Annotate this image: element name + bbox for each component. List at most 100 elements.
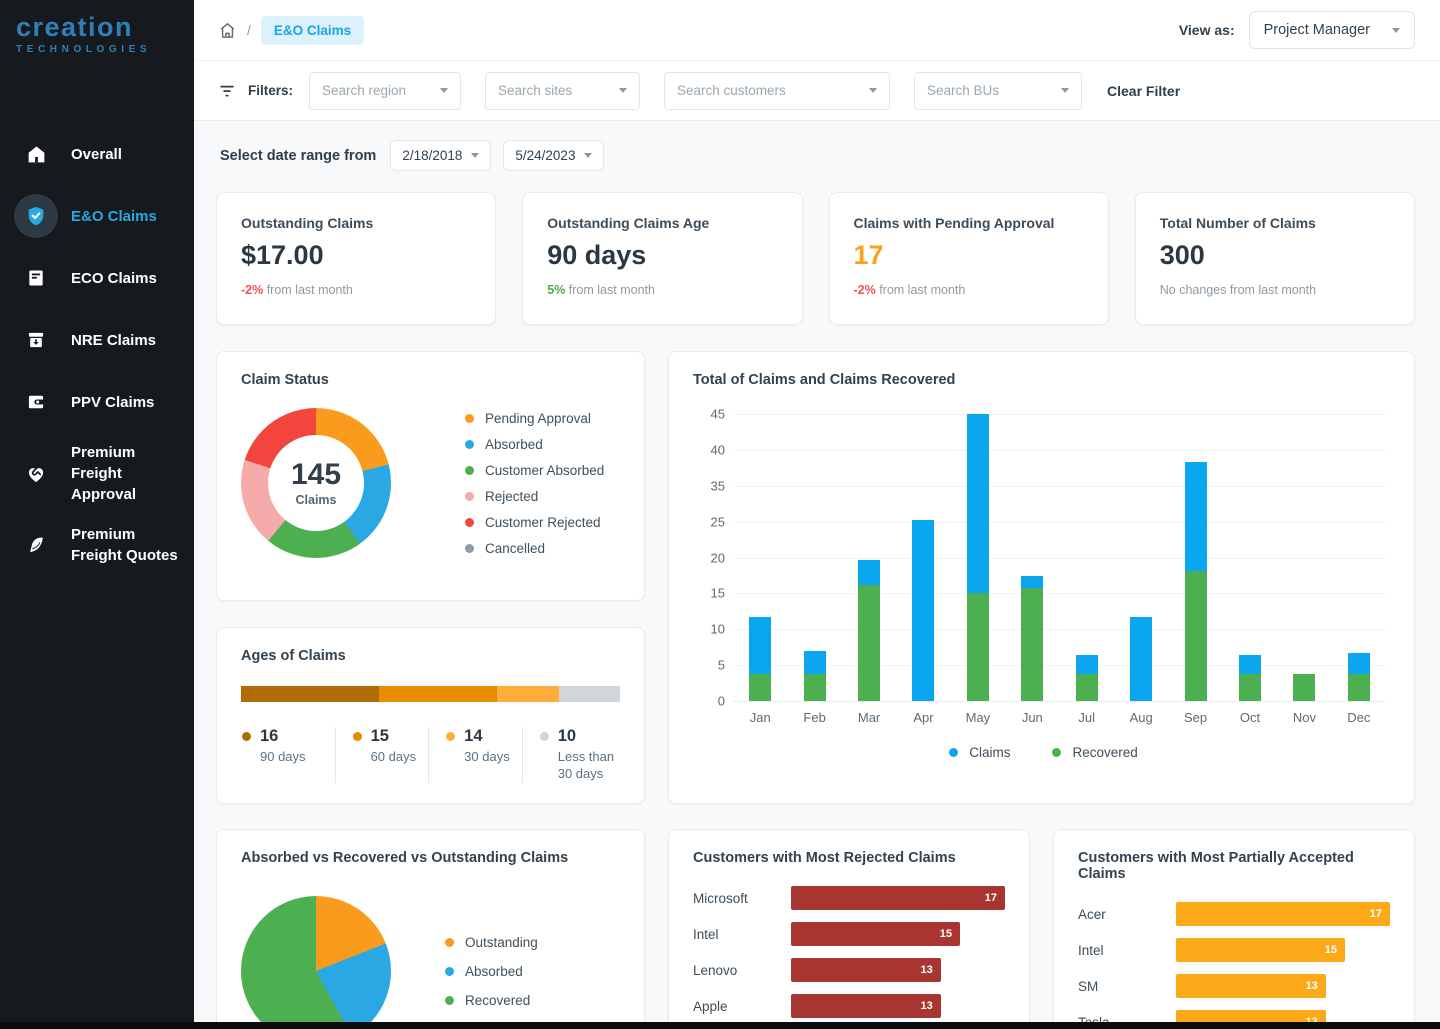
search-sites-select[interactable]: Search sites [485, 71, 641, 110]
kpi-value: 17 [853, 240, 884, 270]
topbar: / E&O Claims View as: Project Manager [194, 0, 1440, 60]
most-rejected-card: Customers with Most Rejected Claims Micr… [668, 829, 1030, 1029]
recovered-bar-segment [1021, 588, 1044, 701]
x-axis-label: Aug [1129, 710, 1153, 725]
sidebar-item-label: E&O Claims [71, 207, 157, 225]
sidebar-item-premium-freight-approval[interactable]: Premium Freight Approval [0, 433, 194, 514]
sidebar-item-eco-claims[interactable]: ECO Claims [0, 247, 194, 309]
sidebar-item-label: ECO Claims [71, 269, 157, 287]
most-partially-accepted-rows: Acer17Intel15SM13Tesla13 [1078, 902, 1390, 1029]
sidebar-item-overall[interactable]: Overall [0, 123, 194, 185]
x-axis-label: May [965, 710, 991, 725]
gridline [733, 665, 1386, 667]
sidebar-item-label: Overall [71, 145, 122, 163]
search-customers-select[interactable]: Search customers [664, 71, 891, 110]
x-axis-label: Sep [1184, 710, 1208, 725]
ages-stat-value: 15 [370, 727, 389, 745]
kpi-card-outstanding-claims-age: Outstanding Claims Age 90 days 5% from las… [522, 192, 803, 325]
bar-column-feb [787, 414, 841, 701]
breadcrumb: / E&O Claims [218, 15, 365, 45]
customer-bar-track: 13 [1176, 974, 1390, 998]
home-icon[interactable] [218, 21, 237, 40]
y-axis-tick: 15 [710, 585, 725, 601]
legend-item-customer-absorbed: Customer Absorbed [465, 463, 604, 478]
sidebar-item-nre-claims[interactable]: NRE Claims [0, 309, 194, 371]
legend-label: Outstanding [465, 934, 538, 950]
bar-column-mar [842, 414, 896, 701]
shield-check-icon [14, 194, 58, 238]
date-to-select[interactable]: 5/24/2023 [503, 140, 605, 171]
customer-row-apple: Apple 13 [693, 994, 1005, 1018]
sidebar-item-eando-claims[interactable]: E&O Claims [0, 185, 194, 247]
kpi-delta: No changes from last month [1159, 283, 1317, 297]
customer-bar: 15 [1176, 938, 1346, 962]
donut-center: 145 Claims [268, 435, 364, 531]
gridline [733, 557, 1386, 559]
claims-bar-segment [858, 560, 881, 585]
sidebar-item-premium-freight-quotes[interactable]: Premium Freight Quotes [0, 514, 194, 576]
customer-bar-value: 17 [984, 892, 997, 904]
claims-recovered-plot: 45 40 35 25 20 15 10 5 0 [711, 407, 1386, 709]
search-bus-select[interactable]: Search BUs [914, 71, 1083, 110]
ages-stat-label: 90 days [260, 749, 306, 764]
clear-filter-button[interactable]: Clear Filter [1107, 82, 1181, 99]
claims-bar-segment [1021, 576, 1044, 589]
sidebar-item-ppv-claims[interactable]: PPV Claims [0, 371, 194, 433]
breadcrumb-chip[interactable]: E&O Claims [260, 15, 365, 45]
search-region-select[interactable]: Search region [309, 71, 462, 110]
view-as-select[interactable]: Project Manager [1248, 11, 1415, 49]
x-axis-label: Jun [1021, 710, 1043, 725]
recovered-bar-segment [1293, 673, 1316, 701]
legend-item-pending-approval: Pending Approval [465, 411, 604, 426]
mid-left-column: Claim Status 145 Claims Pending Approval… [216, 351, 645, 804]
search-bus-placeholder: Search BUs [927, 83, 1000, 98]
bar-column-jul [1060, 414, 1114, 701]
caret-down-icon [440, 88, 449, 93]
filter-icon [218, 83, 236, 99]
bar-stack [1184, 462, 1207, 701]
claims-bar-segment [912, 519, 935, 701]
most-rejected-title: Customers with Most Rejected Claims [693, 850, 956, 866]
kpi-delta: -2% from last month [853, 283, 966, 297]
customer-label: SM [1078, 978, 1099, 994]
mid-grid: Claim Status 145 Claims Pending Approval… [216, 351, 1415, 804]
date-from-select[interactable]: 2/18/2018 [390, 140, 492, 171]
most-partially-accepted-title: Customers with Most Partially Accepted C… [1078, 850, 1354, 882]
donut-center-label: Claims [295, 492, 337, 507]
recovered-bar-segment [1184, 571, 1207, 701]
ages-segment-30-days [496, 686, 560, 702]
bar-stack [1130, 617, 1153, 701]
claim-status-title: Claim Status [241, 372, 329, 388]
customer-bar-track: 17 [1176, 902, 1390, 926]
date-to-value: 5/24/2023 [515, 148, 576, 163]
ages-stat-top: 16 [242, 727, 335, 746]
legend-dot [465, 465, 474, 475]
kpi-value: 300 [1159, 240, 1205, 270]
y-axis-tick: 0 [717, 693, 725, 709]
legend-item-cancelled: Cancelled [465, 541, 604, 556]
gridline [733, 414, 1386, 415]
legend-label: Absorbed [465, 963, 523, 979]
view-as-label: View as: [1178, 22, 1235, 38]
ages-stat-dot [539, 732, 549, 741]
customer-bar-value: 15 [939, 928, 953, 940]
absorbed-recovered-outstanding-pie [241, 896, 391, 1029]
bar-column-nov [1277, 414, 1331, 701]
ages-segment-90-days [241, 686, 380, 702]
search-sites-placeholder: Search sites [498, 83, 573, 98]
bar-column-aug [1114, 414, 1168, 701]
customer-bar: 17 [1176, 902, 1390, 926]
claims-bar-segment [1130, 617, 1153, 701]
claims-recovered-title: Total of Claims and Claims Recovered [693, 372, 956, 388]
y-axis-tick: 40 [710, 442, 725, 458]
ages-of-claims-card: Ages of Claims 16 90 days 15 60 days 14 30 da… [216, 627, 645, 804]
claim-status-donut: 145 Claims [241, 408, 391, 558]
customer-bar-track: 15 [1176, 938, 1390, 962]
legend-item-absorbed: Absorbed [445, 964, 538, 979]
ages-stat-label: Less than 30 days [557, 749, 615, 781]
most-partially-accepted-card: Customers with Most Partially Accepted C… [1053, 829, 1415, 1029]
ages-stat-top: 15 [352, 727, 429, 746]
customer-label: Intel [693, 926, 719, 942]
ages-stat-dot [242, 732, 251, 741]
claims-bar-segment [1075, 655, 1098, 674]
